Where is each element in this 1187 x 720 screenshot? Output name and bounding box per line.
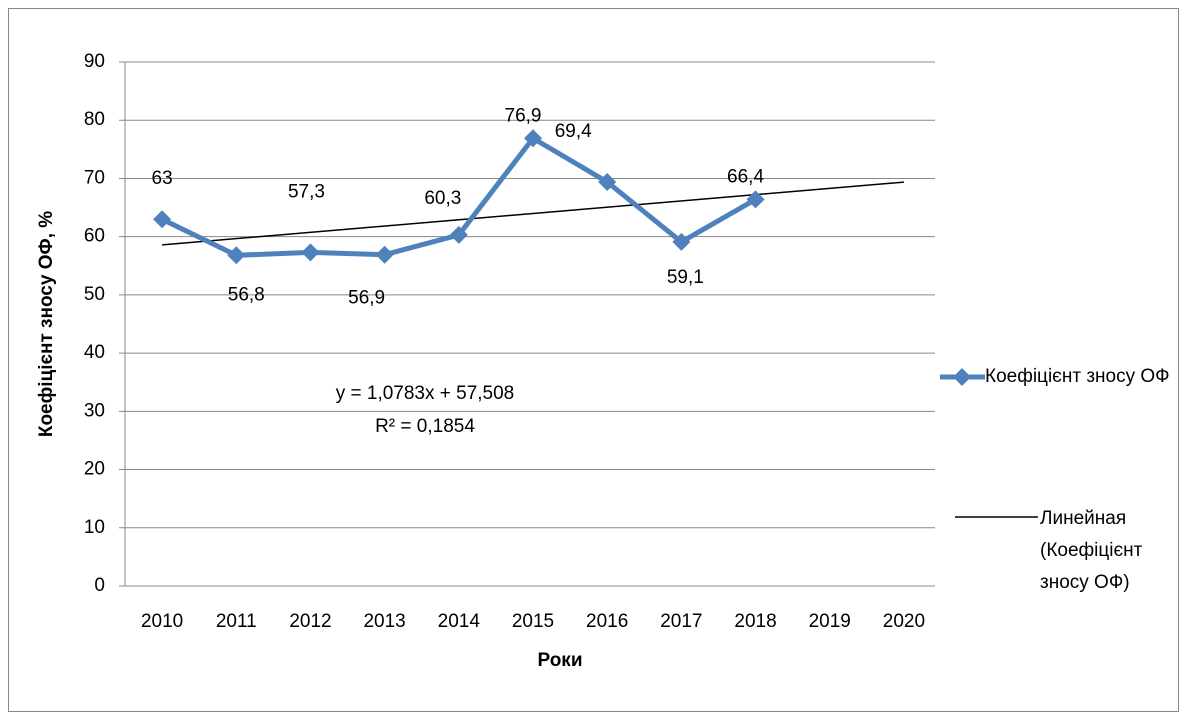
legend-label: Коефіцієнт зносу ОФ bbox=[985, 366, 1170, 387]
x-tick-label: 2016 bbox=[586, 611, 628, 632]
data-label: 57,3 bbox=[288, 181, 325, 202]
marker bbox=[598, 172, 617, 191]
chart-border bbox=[8, 8, 1179, 712]
data-label: 69,4 bbox=[555, 121, 592, 142]
legend-marker bbox=[953, 368, 971, 386]
data-label: 76,9 bbox=[505, 105, 542, 126]
x-tick-label: 2015 bbox=[512, 611, 554, 632]
y-tick-label: 50 bbox=[84, 284, 105, 305]
x-tick-label: 2017 bbox=[660, 611, 702, 632]
y-tick-label: 20 bbox=[84, 459, 105, 480]
data-label: 59,1 bbox=[667, 267, 704, 288]
marker bbox=[227, 246, 246, 265]
y-axis-title: Коефіцієнт зносу ОФ, % bbox=[36, 211, 57, 437]
y-tick-label: 70 bbox=[84, 167, 105, 188]
legend-label: Линейная (Коефіцієнт зносу ОФ) bbox=[1040, 508, 1143, 593]
x-tick-label: 2019 bbox=[809, 611, 851, 632]
y-tick-label: 60 bbox=[84, 226, 105, 247]
marker bbox=[672, 232, 691, 251]
trend-equation: y = 1,0783x + 57,508 bbox=[336, 383, 515, 404]
x-tick-label: 2018 bbox=[734, 611, 776, 632]
y-tick-label: 10 bbox=[84, 517, 105, 538]
x-tick-label: 2013 bbox=[363, 611, 405, 632]
y-tick-label: 0 bbox=[94, 575, 105, 596]
x-tick-label: 2012 bbox=[289, 611, 331, 632]
y-tick-label: 90 bbox=[84, 51, 105, 72]
marker bbox=[153, 210, 172, 229]
marker bbox=[746, 190, 765, 209]
trend-r2: R² = 0,1854 bbox=[375, 416, 475, 437]
data-label: 56,9 bbox=[348, 288, 385, 309]
x-tick-label: 2011 bbox=[216, 611, 257, 632]
marker bbox=[449, 225, 468, 244]
x-tick-label: 2014 bbox=[438, 611, 481, 632]
x-tick-label: 2020 bbox=[883, 611, 925, 632]
x-tick-label: 2010 bbox=[141, 611, 183, 632]
x-axis-title: Роки bbox=[538, 650, 583, 671]
data-label: 66,4 bbox=[727, 166, 764, 187]
y-tick-label: 40 bbox=[84, 342, 105, 363]
y-tick-label: 30 bbox=[84, 400, 105, 421]
y-tick-label: 80 bbox=[84, 109, 105, 130]
trendline bbox=[162, 181, 904, 246]
data-label: 56,8 bbox=[228, 284, 265, 305]
marker bbox=[301, 243, 320, 262]
data-label: 63 bbox=[152, 168, 173, 189]
data-label: 60,3 bbox=[424, 188, 461, 209]
marker bbox=[375, 245, 394, 264]
marker bbox=[524, 129, 542, 148]
